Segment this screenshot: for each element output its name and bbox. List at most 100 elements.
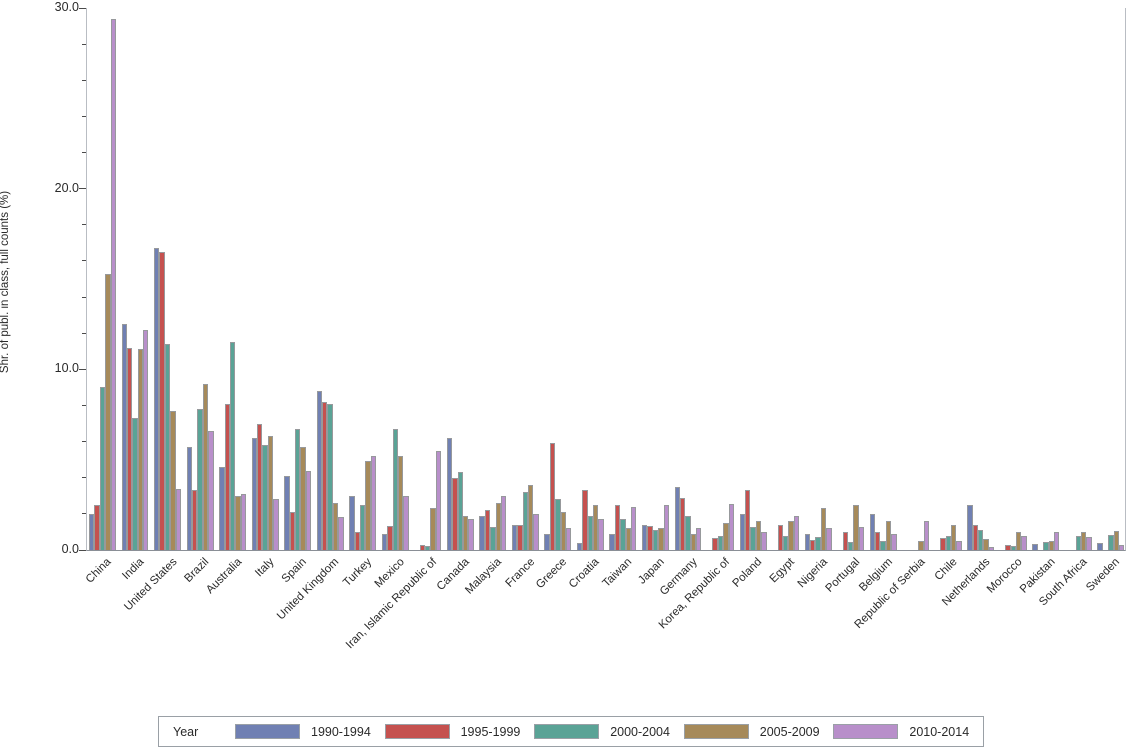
bar-2000-2004 (229, 342, 236, 550)
bar-1995-1999 (647, 526, 653, 550)
bar-1990-1994 (479, 516, 485, 550)
bar-2000-2004 (99, 387, 106, 550)
bar-group-spain (284, 8, 312, 550)
legend-item-2010-2014: 2010-2014 (833, 724, 983, 739)
bar-group-malaysia (479, 8, 507, 550)
bar-2000-2004 (457, 472, 463, 550)
bar-2010-2014 (110, 19, 116, 550)
bar-2010-2014 (631, 507, 637, 550)
bar-2005-2009 (593, 505, 599, 550)
bar-2005-2009 (235, 496, 241, 550)
bar-2005-2009 (495, 503, 501, 550)
bar-group-taiwan (609, 8, 637, 550)
legend-title: Year (173, 724, 199, 739)
bar-group-japan (641, 8, 669, 550)
bar-2010-2014 (761, 532, 767, 550)
bar-1990-1994 (869, 514, 876, 550)
bar-1995-1999 (940, 538, 946, 550)
bar-group-belgium (869, 8, 897, 550)
bar-1990-1994 (219, 467, 225, 550)
bar-1990-1994 (967, 505, 973, 550)
bar-2000-2004 (164, 344, 171, 550)
x-tick-label-text: Australia (203, 556, 245, 597)
y-major-tick (79, 368, 86, 370)
bar-2000-2004 (847, 542, 854, 550)
bar-2005-2009 (300, 447, 306, 550)
bar-2010-2014 (923, 521, 930, 550)
bar-2005-2009 (1113, 531, 1119, 550)
legend-swatch (683, 724, 749, 739)
legend-item-2005-2009: 2005-2009 (683, 724, 834, 739)
bar-group-poland (739, 8, 767, 550)
bar-1990-1994 (349, 496, 355, 550)
bar-2010-2014 (500, 496, 507, 550)
bar-group-sweden (1097, 8, 1125, 550)
bar-2010-2014 (1118, 545, 1125, 550)
bar-2000-2004 (262, 445, 268, 550)
bar-2000-2004 (1010, 546, 1016, 550)
bar-2000-2004 (1075, 536, 1082, 550)
bar-group-united-states (154, 8, 181, 550)
legend-label: 2010-2014 (909, 724, 970, 739)
bar-2010-2014 (858, 527, 865, 550)
bar-2005-2009 (365, 461, 371, 550)
bar-group-germany (674, 8, 702, 550)
bar-2010-2014 (793, 516, 800, 550)
bar-1995-1999 (1005, 545, 1011, 550)
y-tick-label: 10.0 (54, 361, 79, 376)
y-minor-tick (82, 332, 86, 334)
bar-group-nigeria (804, 8, 832, 550)
bar-group-croatia (576, 8, 604, 550)
x-tick-label-text: Taiwan (600, 556, 635, 590)
bar-2000-2004 (815, 537, 821, 550)
bar-2005-2009 (755, 521, 762, 550)
bar-2005-2009 (1081, 532, 1087, 550)
bar-1995-1999 (972, 525, 979, 550)
x-tick-label-text: Egypt (767, 556, 798, 586)
bar-2005-2009 (462, 516, 469, 550)
bar-2010-2014 (533, 514, 539, 550)
bar-2000-2004 (327, 404, 333, 550)
bar-group-korea-republic-of (707, 8, 734, 550)
bar-2000-2004 (1043, 542, 1049, 550)
legend-swatch (833, 724, 899, 739)
bar-1990-1994 (284, 476, 290, 550)
bar-2000-2004 (945, 536, 951, 550)
bar-2010-2014 (403, 496, 409, 550)
bar-2005-2009 (137, 349, 144, 550)
bar-1995-1999 (484, 510, 491, 550)
bar-2005-2009 (885, 521, 892, 550)
y-major-tick (79, 188, 86, 190)
bar-1990-1994 (641, 525, 648, 550)
bar-group-iran-islamic-republic-of (414, 8, 442, 550)
y-minor-tick (82, 477, 86, 479)
bar-2010-2014 (565, 528, 572, 550)
x-tick-label-text: United Kingdom (275, 556, 342, 623)
y-minor-tick (82, 404, 86, 406)
x-tick-label-text: Brazil (182, 556, 212, 585)
bar-2010-2014 (956, 541, 962, 550)
bar-group-pakistan (1032, 8, 1060, 550)
bar-1995-1999 (614, 505, 621, 550)
y-minor-tick (82, 513, 86, 515)
bar-group-portugal (837, 8, 865, 550)
bar-2010-2014 (826, 528, 832, 550)
bar-2010-2014 (240, 494, 247, 550)
bar-1995-1999 (582, 490, 588, 550)
legend-swatch (534, 724, 600, 739)
y-major-tick (79, 549, 86, 551)
bar-group-republic-of-serbia (902, 8, 930, 550)
bar-1990-1994 (804, 534, 811, 550)
bar-group-china (89, 8, 116, 550)
bar-2005-2009 (788, 521, 794, 550)
bar-1990-1994 (609, 534, 615, 550)
bar-2010-2014 (663, 505, 669, 550)
bar-2010-2014 (1021, 536, 1027, 550)
bar-2000-2004 (555, 499, 561, 550)
bar-group-canada (446, 8, 474, 550)
bar-2005-2009 (658, 528, 664, 550)
bar-group-chile (935, 8, 962, 550)
bar-2000-2004 (685, 516, 691, 550)
bar-2010-2014 (728, 504, 734, 550)
